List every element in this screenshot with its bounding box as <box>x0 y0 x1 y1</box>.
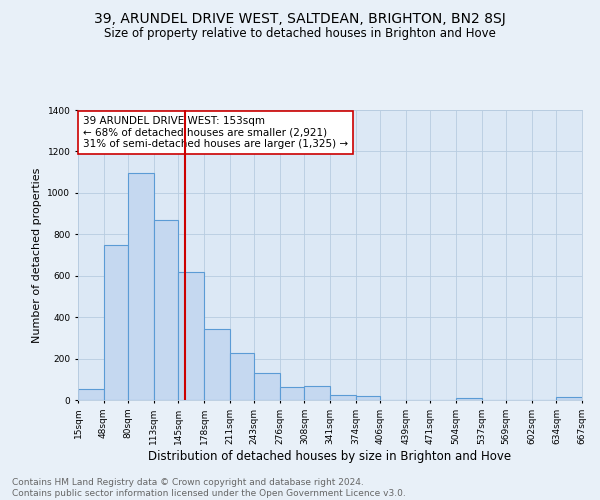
Bar <box>254 373 280 400</box>
Bar <box>128 173 154 400</box>
Bar <box>154 220 178 400</box>
Bar <box>280 386 304 400</box>
Text: Contains HM Land Registry data © Crown copyright and database right 2024.
Contai: Contains HM Land Registry data © Crown c… <box>12 478 406 498</box>
Bar <box>204 328 230 400</box>
X-axis label: Distribution of detached houses by size in Brighton and Hove: Distribution of detached houses by size … <box>148 450 512 462</box>
Bar <box>456 398 482 400</box>
Text: 39 ARUNDEL DRIVE WEST: 153sqm
← 68% of detached houses are smaller (2,921)
31% o: 39 ARUNDEL DRIVE WEST: 153sqm ← 68% of d… <box>83 116 348 149</box>
Bar <box>178 272 204 400</box>
Bar <box>304 386 330 400</box>
Bar <box>78 388 104 400</box>
Text: Size of property relative to detached houses in Brighton and Hove: Size of property relative to detached ho… <box>104 28 496 40</box>
Text: 39, ARUNDEL DRIVE WEST, SALTDEAN, BRIGHTON, BN2 8SJ: 39, ARUNDEL DRIVE WEST, SALTDEAN, BRIGHT… <box>94 12 506 26</box>
Y-axis label: Number of detached properties: Number of detached properties <box>32 168 42 342</box>
Bar <box>356 396 380 400</box>
Bar <box>230 354 254 400</box>
Bar <box>556 397 582 400</box>
Bar <box>330 395 356 400</box>
Bar <box>104 244 128 400</box>
